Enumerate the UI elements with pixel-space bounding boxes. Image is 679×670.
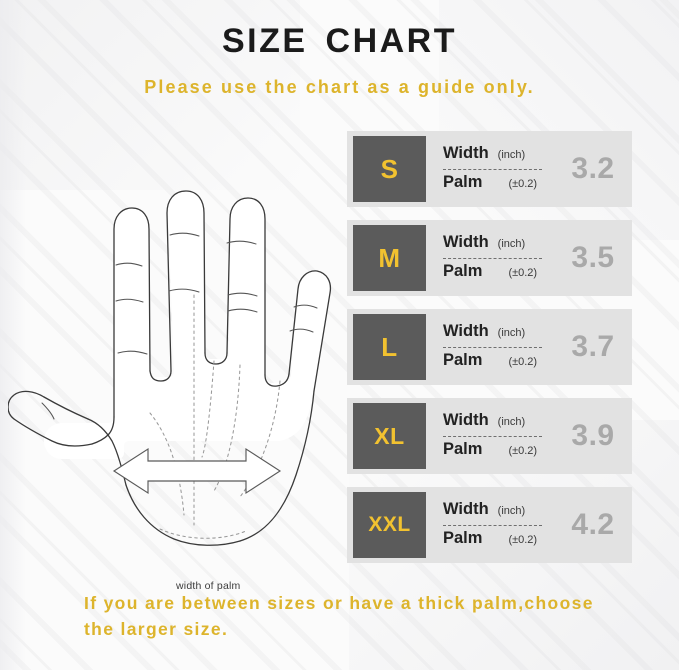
size-value-xxl: 4.2 — [571, 508, 615, 541]
size-value-m: 3.5 — [571, 241, 615, 274]
spec-divider — [443, 168, 542, 170]
spec-line-width: Width (inch) — [443, 233, 556, 255]
spec-divider — [443, 435, 542, 437]
spec-line-palm: Palm (±0.2) — [443, 173, 556, 195]
page-subtitle: Please use the chart as a guide only. — [144, 77, 535, 97]
spec-note-tolerance: (±0.2) — [508, 444, 538, 457]
table-row: M Width (inch) Palm (±0.2) 3.5 — [347, 220, 632, 296]
spec-note-tolerance: (±0.2) — [508, 266, 538, 279]
spec-label-palm: Palm — [443, 261, 483, 280]
spec-note-unit: (inch) — [497, 415, 526, 428]
table-row: S Width (inch) Palm (±0.2) 3.2 — [347, 131, 632, 207]
spec-note-unit: (inch) — [497, 326, 526, 339]
spec-line-palm: Palm (±0.2) — [443, 440, 556, 462]
spec-note-unit: (inch) — [497, 504, 526, 517]
spec-label-width: Width — [443, 321, 489, 340]
hand-diagram: width of palm — [8, 185, 338, 592]
spec-label-palm: Palm — [443, 172, 483, 191]
footer-note: If you are between sizes or have a thick… — [84, 593, 594, 639]
spec-label-palm: Palm — [443, 350, 483, 369]
spec-line-palm: Palm (±0.2) — [443, 262, 556, 284]
palm-width-label: width of palm — [176, 580, 241, 592]
decorative-edge-left — [0, 0, 26, 670]
spec-note-unit: (inch) — [497, 148, 526, 161]
size-spec: Width (inch) Palm (±0.2) — [426, 225, 560, 291]
spec-divider — [443, 257, 542, 259]
size-table: S Width (inch) Palm (±0.2) 3.2 M Width (… — [347, 131, 632, 563]
size-spec: Width (inch) Palm (±0.2) — [426, 136, 560, 202]
spec-line-width: Width (inch) — [443, 411, 556, 433]
table-row: XL Width (inch) Palm (±0.2) 3.9 — [347, 398, 632, 474]
table-row: L Width (inch) Palm (±0.2) 3.7 — [347, 309, 632, 385]
size-badge-xl: XL — [353, 403, 426, 469]
size-spec: Width (inch) Palm (±0.2) — [426, 403, 560, 469]
spec-label-width: Width — [443, 410, 489, 429]
spec-note-unit: (inch) — [497, 237, 526, 250]
spec-divider — [443, 524, 542, 526]
size-badge-xxl: XXL — [353, 492, 426, 558]
spec-label-width: Width — [443, 232, 489, 251]
spec-line-palm: Palm (±0.2) — [443, 351, 556, 373]
spec-line-palm: Palm (±0.2) — [443, 529, 556, 551]
size-badge-s: S — [353, 136, 426, 202]
spec-label-width: Width — [443, 143, 489, 162]
spec-label-palm: Palm — [443, 528, 483, 547]
spec-label-palm: Palm — [443, 439, 483, 458]
spec-note-tolerance: (±0.2) — [508, 533, 538, 546]
size-badge-l: L — [353, 314, 426, 380]
table-row: XXL Width (inch) Palm (±0.2) 4.2 — [347, 487, 632, 563]
size-badge-m: M — [353, 225, 426, 291]
size-spec: Width (inch) Palm (±0.2) — [426, 492, 560, 558]
spec-line-width: Width (inch) — [443, 144, 556, 166]
size-value-l: 3.7 — [571, 330, 615, 363]
spec-label-width: Width — [443, 499, 489, 518]
size-value-xl: 3.9 — [571, 419, 615, 452]
page-title: SIZE CHART — [222, 22, 457, 60]
spec-note-tolerance: (±0.2) — [508, 355, 538, 368]
spec-line-width: Width (inch) — [443, 322, 556, 344]
size-value-s: 3.2 — [571, 152, 615, 185]
size-spec: Width (inch) Palm (±0.2) — [426, 314, 560, 380]
decorative-gradient-top-left — [0, 0, 300, 190]
spec-note-tolerance: (±0.2) — [508, 177, 538, 190]
spec-divider — [443, 346, 542, 348]
spec-line-width: Width (inch) — [443, 500, 556, 522]
